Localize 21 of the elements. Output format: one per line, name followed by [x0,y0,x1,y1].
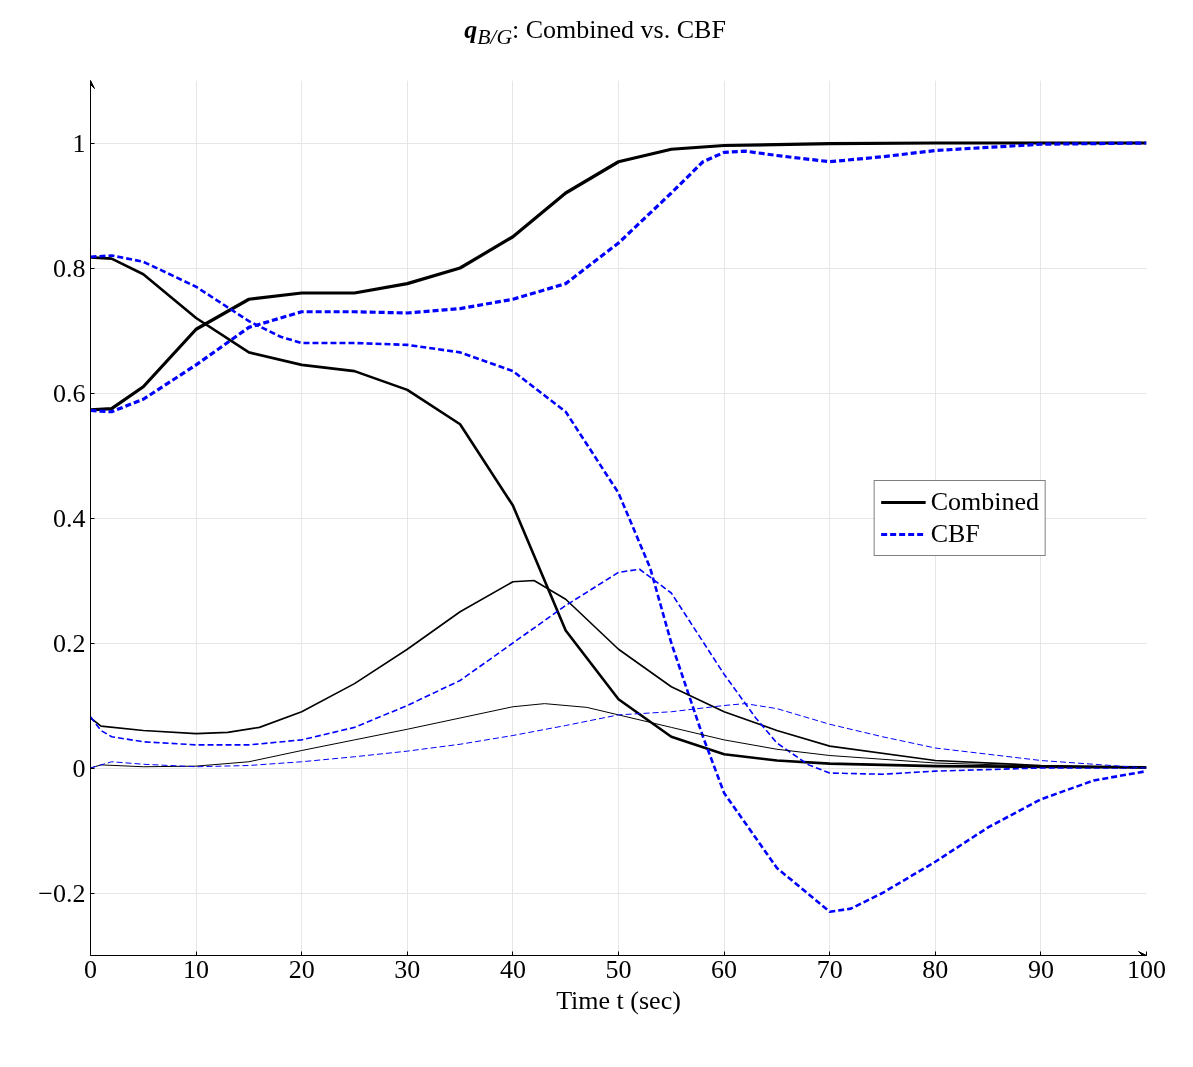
legend-label: CBF [930,518,980,549]
chart-title: q$_{B/G}$: Combined vs. CBF [464,14,726,52]
y-tick-label: 0.2 [53,628,86,658]
y-tick-label: 1 [72,128,86,158]
x-tick-label: 10 [183,954,210,984]
y-tick-label: 0.8 [53,253,86,283]
y-tick-label: 0.4 [53,503,86,533]
x-axis-title: Time t (sec) [556,985,681,1015]
legend-label: Combined [930,486,1039,517]
x-tick-label: 100 [1127,954,1166,984]
y-tick-label: −0.2 [38,878,86,908]
x-tick-label: 50 [605,954,632,984]
x-tick-label: 40 [499,954,526,984]
x-tick-label: 90 [1027,954,1054,984]
x-tick-label: 30 [394,954,421,984]
y-tick-label: 0 [72,753,86,783]
x-tick-label: 70 [816,954,843,984]
x-tick-label: 60 [711,954,738,984]
x-tick-label: 20 [288,954,315,984]
y-tick-label: 0.6 [53,378,86,408]
x-tick-label: 80 [922,954,949,984]
